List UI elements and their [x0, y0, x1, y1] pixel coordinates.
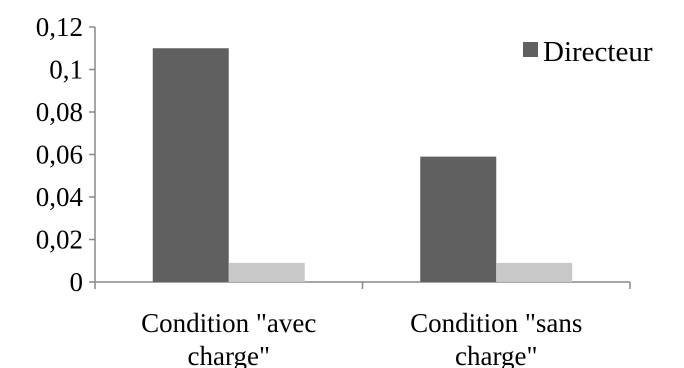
bars [152, 48, 573, 282]
y-tick-label: 0,1 [49, 55, 83, 85]
x-axis: Condition "avec charge" Condition "sans cha… [94, 281, 631, 368]
bar [152, 48, 229, 282]
category-label: charge" [188, 341, 270, 368]
y-tick-label: 0,08 [36, 97, 83, 127]
y-tick-label: 0,04 [36, 182, 84, 212]
category-label: Condition "sans [410, 308, 582, 338]
legend-swatch [523, 42, 538, 57]
legend: Directeur [523, 36, 653, 68]
category-label: Condition "avec [141, 308, 316, 338]
y-tick-label: 0,02 [36, 225, 83, 255]
legend-label: Directeur [543, 36, 653, 68]
bar [420, 156, 497, 282]
y-tick-label: 0 [70, 267, 84, 297]
category-label: charge" [455, 341, 537, 368]
y-tick-label: 0,06 [36, 140, 83, 170]
bar [228, 262, 305, 282]
bar [496, 262, 573, 282]
y-axis: 0 0,02 0,04 0,06 0,08 0,1 0,12 [36, 12, 96, 297]
y-tick-label: 0,12 [36, 12, 83, 42]
